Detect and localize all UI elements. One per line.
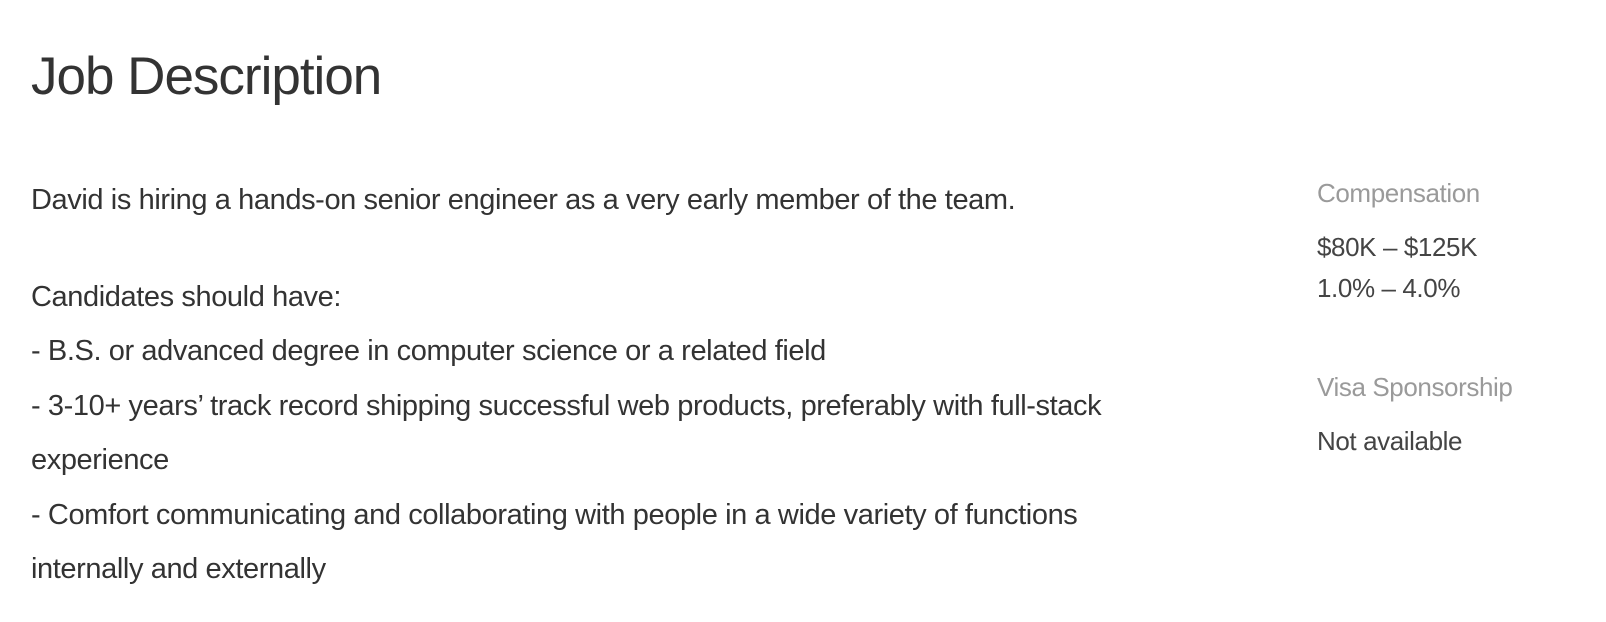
job-details-sidebar: Compensation $80K – $125K 1.0% – 4.0% Vi… [1317,172,1597,462]
requirement-line: - B.S. or advanced degree in computer sc… [31,335,826,367]
requirement-line: internally and externally [31,553,326,585]
job-description: David is hiring a hands-on senior engine… [31,174,1211,597]
visa-label: Visa Sponsorship [1317,372,1513,402]
requirement-line: experience [31,444,169,476]
equity-range: 1.0% – 4.0% [1317,273,1461,303]
page-title: Job Description [31,47,382,106]
visa-value: Not available [1317,426,1463,456]
requirement-line: - 3-10+ years’ track record shipping suc… [31,389,1102,422]
requirements-heading: Candidates should have: [31,281,342,313]
description-intro: David is hiring a hands-on senior engine… [31,184,1016,216]
compensation-section: Compensation $80K – $125K 1.0% – 4.0% [1317,172,1597,309]
requirement-line: - Comfort communicating and collaboratin… [31,498,1078,531]
compensation-label: Compensation [1317,178,1480,208]
salary-range: $80K – $125K [1317,232,1478,262]
visa-section: Visa Sponsorship Not available [1317,366,1597,462]
